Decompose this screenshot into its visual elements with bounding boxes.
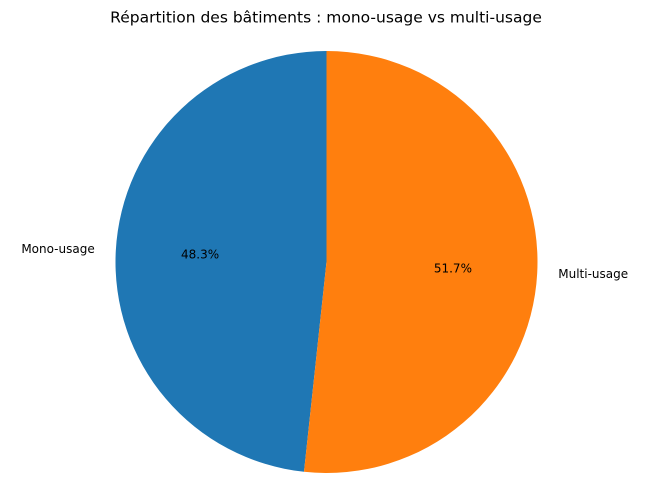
pie-slice — [115, 50, 327, 472]
value-label: 48.3% — [181, 248, 219, 262]
value-label: 51.7% — [434, 261, 472, 275]
chart-title: Répartition des bâtiments : mono-usage v… — [110, 9, 542, 27]
pie-slice — [304, 51, 538, 473]
category-label: Multi-usage — [558, 267, 628, 281]
category-label: Mono-usage — [21, 242, 94, 256]
